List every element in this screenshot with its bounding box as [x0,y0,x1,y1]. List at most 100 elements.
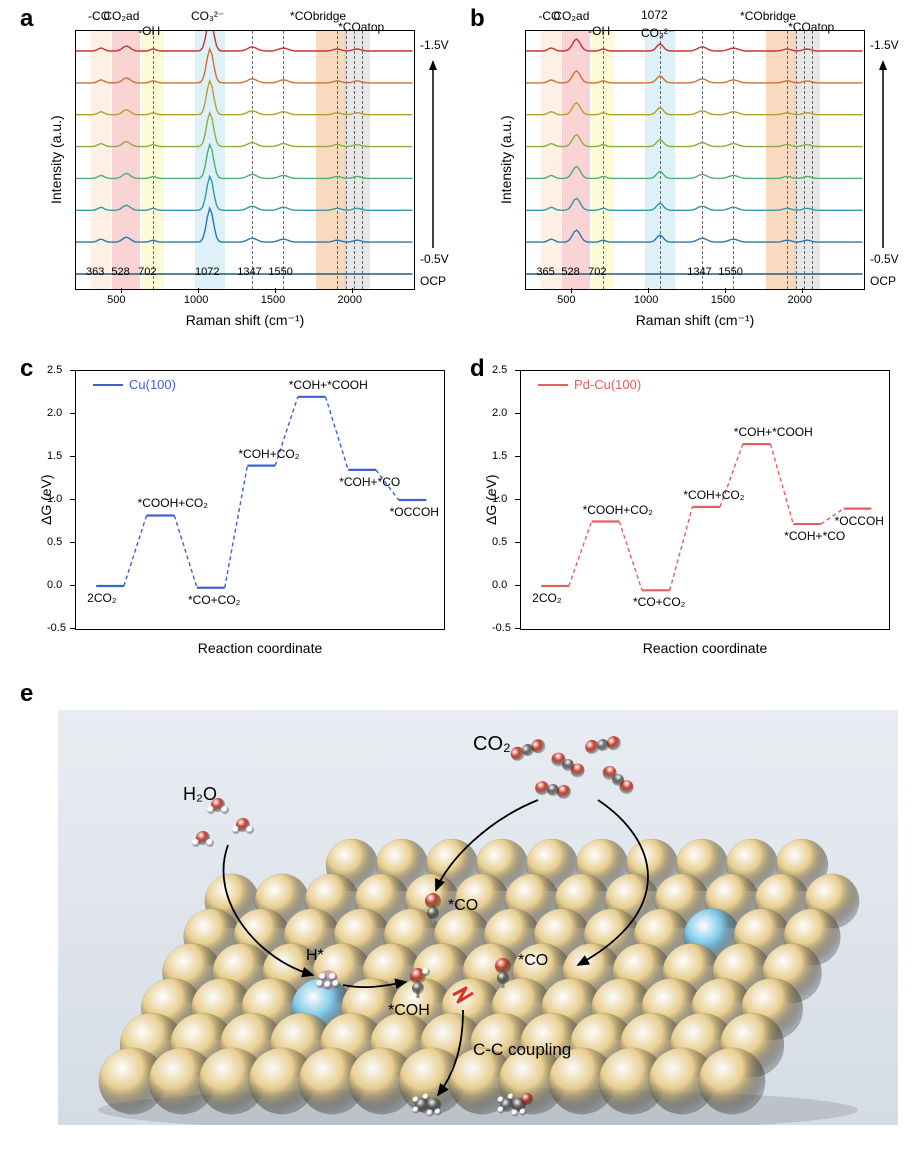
ytick [70,628,75,629]
energy-step-label: *COH+*CO [784,529,845,543]
xtick [571,288,572,293]
svg-text:H*: H* [306,947,324,964]
peak-label: -OH [138,24,160,38]
peak-label: *COatop [788,20,834,34]
ytick [70,456,75,457]
ytick-label: 1.0 [47,493,62,505]
panel-label-a: a [20,5,33,33]
energy-step-label: *CO+CO₂ [633,595,685,609]
ylabel-a: Intensity (a.u.) [48,100,64,220]
ytick-label: 0.0 [492,579,507,591]
xtick [648,288,649,293]
voltage-arrow-b [877,60,889,250]
xlabel-b: Raman shift (cm⁻¹) [525,312,865,329]
spectrum-trace [76,145,412,179]
peak-label: CO₂ad [103,9,139,23]
xtick-label: 1500 [711,294,735,306]
energy-chart-c [75,370,445,630]
ytick [515,499,520,500]
spectrum-trace [526,167,862,179]
spectrum-trace [76,31,412,51]
spectrum-trace [526,103,862,115]
legend-label: Cu(100) [129,377,176,392]
ocp-b: OCP [870,274,896,288]
schematic-svg: CO₂H₂OH**CO*CO*COHC-C coupling [58,710,898,1125]
ytick-label: 0.5 [492,536,507,548]
ytick [515,456,520,457]
energy-step-label: *COH+CO₂ [683,488,744,502]
panel-label-c: c [20,355,33,383]
xtick-label: 500 [557,294,575,306]
energy-step-label: *COH+*COOH [289,378,368,392]
xtick [198,288,199,293]
xlabel-a: Raman shift (cm⁻¹) [75,312,415,329]
svg-text:*CO: *CO [518,952,548,969]
ytick-label: 0.0 [47,579,62,591]
xtick-label: 1500 [261,294,285,306]
xtick-label: 1000 [184,294,208,306]
xlabel-d: Reaction coordinate [520,640,890,656]
spectrum-trace [76,176,412,210]
xtick [275,288,276,293]
peak-label: -OH [588,24,610,38]
energy-step-label: 2CO₂ [87,591,116,605]
legend-swatch [538,384,568,386]
xtick-label: 1000 [634,294,658,306]
spectrum-trace [76,208,412,242]
energy-step-label: *OCCOH [390,505,439,519]
volt-bot-a: -0.5V [420,252,449,266]
ytick [515,413,520,414]
spectrum-trace [526,230,862,242]
energy-step-label: *COOH+CO₂ [138,496,208,510]
xtick-label: 500 [107,294,125,306]
ytick [515,585,520,586]
energy-step-label: *COOH+CO₂ [583,503,653,517]
voltage-arrow-a [427,60,439,250]
band-number: 528 [111,266,129,278]
xlabel-c: Reaction coordinate [75,640,445,656]
panel-label-d: d [470,355,485,383]
peak-label: 1072 [641,8,668,22]
energy-step-label: *COH+*COOH [734,425,813,439]
band-number: 363 [86,266,104,278]
ytick-label: 2.5 [492,364,507,376]
svg-text:*CO: *CO [448,897,478,914]
spectrum-trace [526,198,862,210]
ytick [70,542,75,543]
ytick [515,370,520,371]
ytick-label: 1.5 [47,450,62,462]
atom-sphere [699,1048,765,1114]
xtick [121,288,122,293]
energy-step-label: *COH+CO₂ [238,447,299,461]
peak-label: CO₂ad [553,9,589,23]
svg-text:*COH: *COH [388,1002,430,1019]
volt-top-a: -1.5V [420,38,449,52]
ytick [515,628,520,629]
ytick-label: 0.5 [47,536,62,548]
spectrum-trace [526,39,862,51]
peak-label: *COatop [338,20,384,34]
spectrum-trace [76,49,412,83]
energy-step-label: *OCCOH [835,514,884,528]
ylabel-b: Intensity (a.u.) [498,100,514,220]
svg-text:CO₂: CO₂ [473,733,511,755]
band-number: 1550 [718,266,742,278]
band-number: 528 [561,266,579,278]
raman-chart-b [525,30,865,290]
ytick [70,499,75,500]
energy-step-label: *CO+CO₂ [188,593,240,607]
ytick-label: 2.0 [47,407,62,419]
peak-label: CO₃²⁻ [641,26,674,40]
panel-label-e: e [20,680,33,708]
ytick [70,413,75,414]
ytick-label: -0.5 [47,622,66,634]
band-number: 365 [536,266,554,278]
svg-text:C-C coupling: C-C coupling [473,1040,571,1059]
spectrum-trace [76,113,412,147]
ytick [70,585,75,586]
ocp-a: OCP [420,274,446,288]
spectrum-trace [76,81,412,115]
raman-chart-a [75,30,415,290]
spectrum-trace [526,135,862,147]
volt-bot-b: -0.5V [870,252,899,266]
